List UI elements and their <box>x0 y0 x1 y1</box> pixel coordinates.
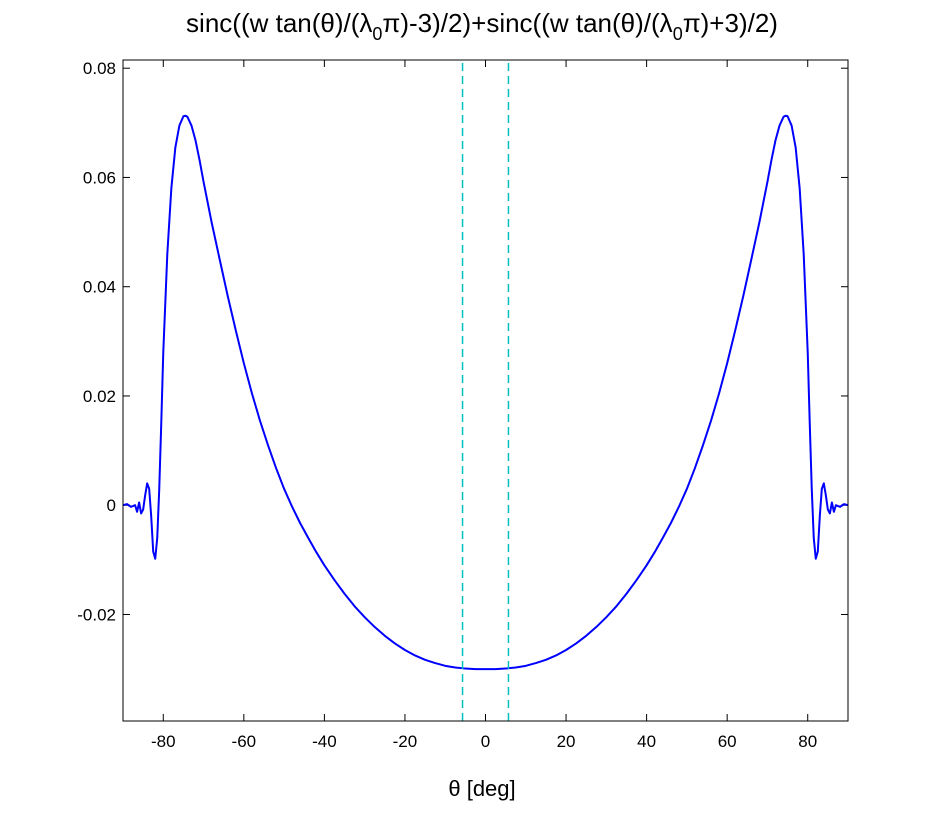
plot-frame <box>122 59 849 722</box>
x-tick-label: -20 <box>393 732 418 751</box>
y-tick-label: 0.02 <box>83 387 116 406</box>
y-tick-label: 0.08 <box>83 59 116 78</box>
x-axis-label: θ [deg] <box>448 776 515 801</box>
x-tick-label: 60 <box>718 732 737 751</box>
y-tick-label: 0.06 <box>83 168 116 187</box>
x-tick-label: 0 <box>481 732 490 751</box>
x-tick-label: -40 <box>312 732 337 751</box>
axis-ticks <box>123 60 848 721</box>
series-layer <box>122 60 849 721</box>
x-tick-labels: -80 -60 -40 -20 0 20 40 60 80 <box>151 732 817 751</box>
chart-title: sinc((w tan(θ)/(λ0π)-3)/2)+sinc((w tan(θ… <box>186 8 778 44</box>
y-tick-label: 0.04 <box>83 278 116 297</box>
x-tick-label: -60 <box>232 732 257 751</box>
x-tick-label: -80 <box>151 732 176 751</box>
x-tick-label: 20 <box>557 732 576 751</box>
y-tick-labels: -0.02 0 0.02 0.04 0.06 0.08 <box>77 59 116 624</box>
y-tick-label: 0 <box>107 496 116 515</box>
x-tick-label: 80 <box>798 732 817 751</box>
y-tick-label: -0.02 <box>77 605 116 624</box>
series-line <box>122 114 849 671</box>
plot-area <box>123 60 848 721</box>
x-tick-label: 40 <box>637 732 656 751</box>
